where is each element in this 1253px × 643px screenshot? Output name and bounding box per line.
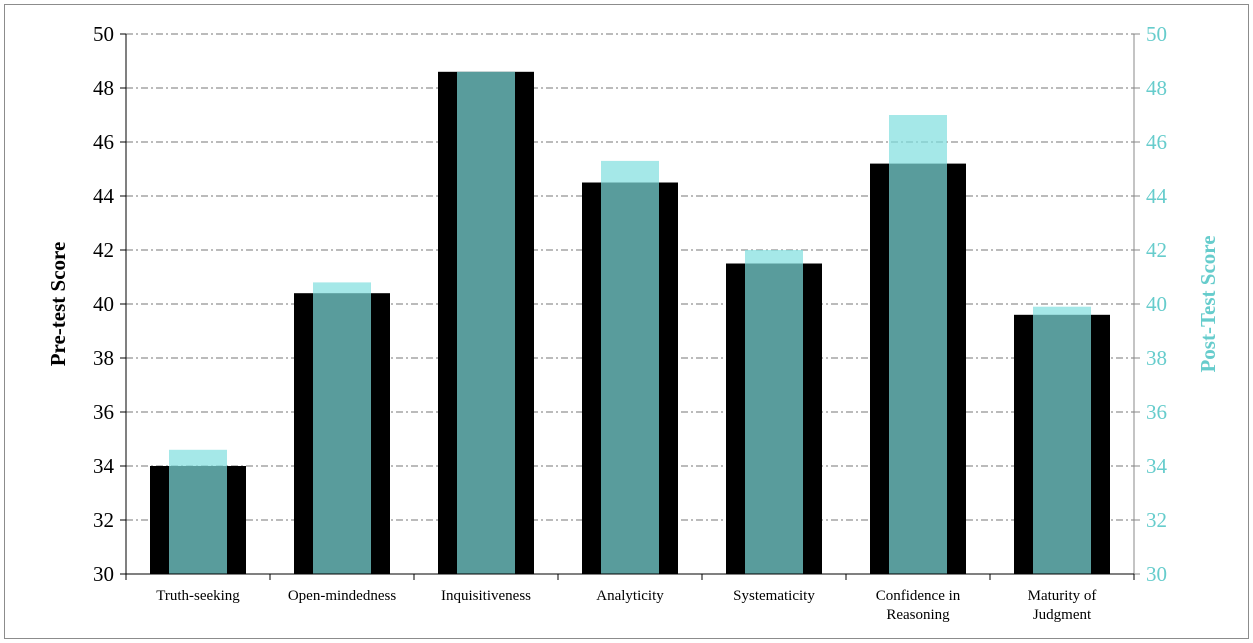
right-axis-ticks: 30 32 34 36 38 40 42 44 46 48 50 (1134, 22, 1168, 586)
post-test-bar (601, 160, 659, 574)
right-tick-label: 30 (1146, 562, 1167, 586)
category-label: Maturity of Judgment (1028, 588, 1097, 623)
right-axis-title: Post-Test Score (1196, 235, 1220, 372)
left-axis-ticks: 30 32 34 36 38 40 42 44 46 48 50 (93, 22, 126, 586)
left-axis-title: Pre-test Score (46, 242, 70, 367)
post-test-bar (313, 282, 371, 574)
category-label: Truth-seeking (156, 588, 240, 604)
right-tick-label: 36 (1146, 400, 1167, 424)
left-tick-label: 36 (93, 400, 114, 424)
category-label: Analyticity (596, 588, 664, 604)
right-tick-label: 48 (1146, 76, 1167, 100)
category-label: Inquisitiveness (441, 588, 531, 604)
category-label: Open-mindedness (288, 588, 396, 604)
category-label: Systematicity (733, 588, 815, 604)
right-tick-label: 40 (1146, 292, 1167, 316)
post-test-bars (169, 71, 1091, 575)
category-labels: Truth-seeking Open-mindedness Inquisitiven… (125, 574, 1135, 623)
post-test-bar (889, 115, 947, 574)
post-test-bar (1033, 306, 1091, 574)
left-tick-label: 40 (93, 292, 114, 316)
left-tick-label: 46 (93, 130, 114, 154)
left-tick-label: 30 (93, 562, 114, 586)
post-test-bar (457, 71, 515, 575)
right-tick-label: 50 (1146, 22, 1167, 46)
right-tick-label: 42 (1146, 238, 1167, 262)
left-tick-label: 48 (93, 76, 114, 100)
left-tick-label: 42 (93, 238, 114, 262)
category-label: Confidence in Reasoning (876, 588, 961, 623)
right-tick-label: 34 (1146, 454, 1168, 478)
right-tick-label: 32 (1146, 508, 1167, 532)
left-tick-label: 38 (93, 346, 114, 370)
left-tick-label: 32 (93, 508, 114, 532)
left-tick-label: 44 (93, 184, 115, 208)
post-test-bar (745, 250, 803, 574)
post-test-bar (169, 449, 227, 574)
right-tick-label: 38 (1146, 346, 1167, 370)
left-tick-label: 34 (93, 454, 115, 478)
right-tick-label: 46 (1146, 130, 1167, 154)
right-tick-label: 44 (1146, 184, 1168, 208)
left-tick-label: 50 (93, 22, 114, 46)
